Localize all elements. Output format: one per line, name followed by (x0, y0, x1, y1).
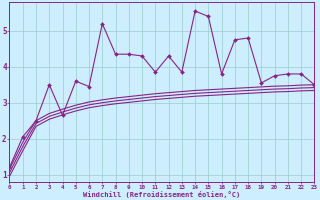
X-axis label: Windchill (Refroidissement éolien,°C): Windchill (Refroidissement éolien,°C) (83, 191, 241, 198)
